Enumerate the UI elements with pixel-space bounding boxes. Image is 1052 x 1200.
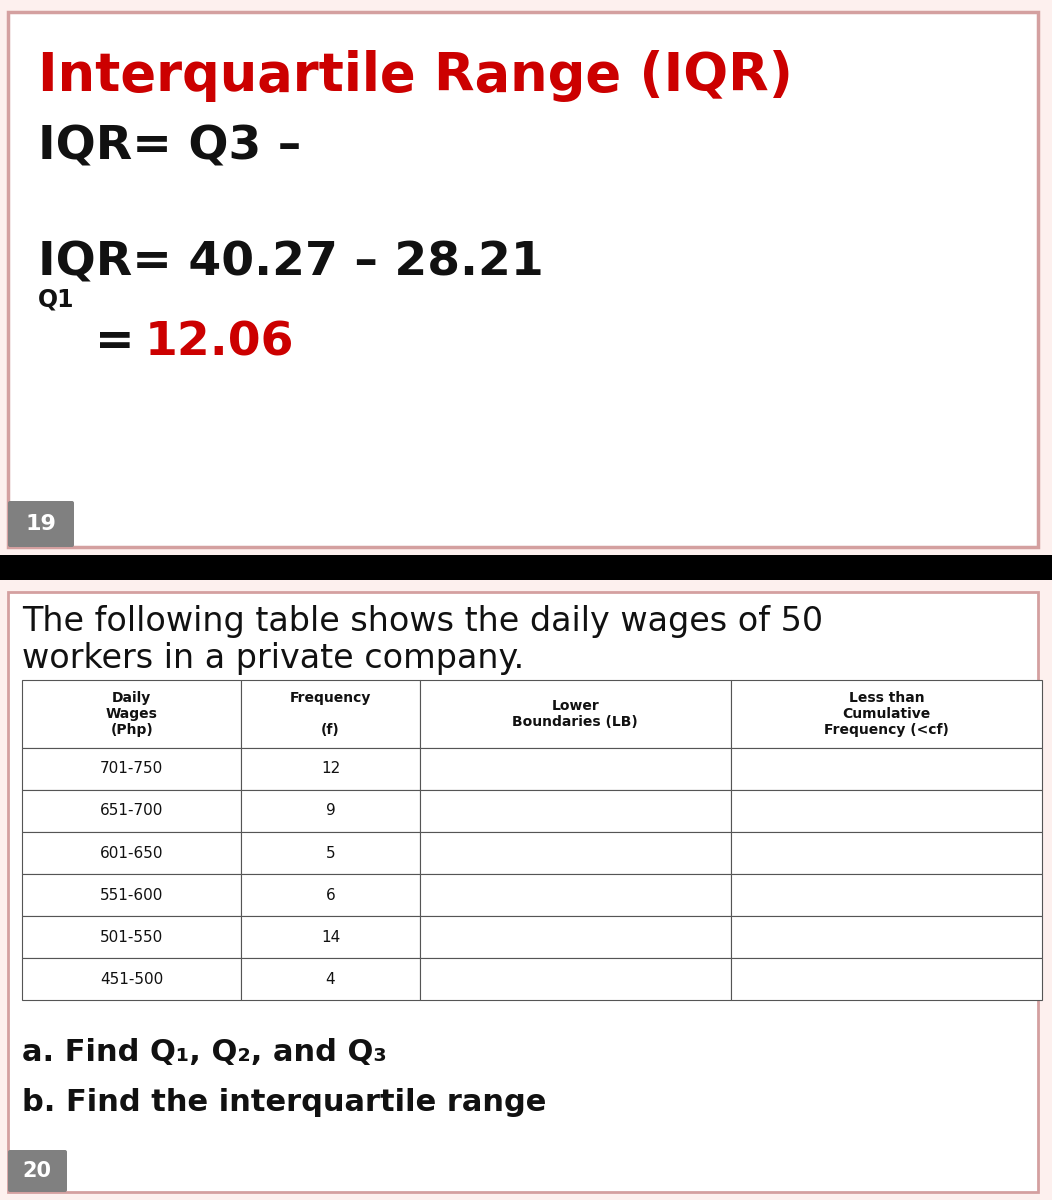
Bar bbox=[22, 874, 241, 916]
Bar bbox=[241, 916, 420, 958]
Text: 12.06: 12.06 bbox=[145, 320, 295, 365]
Bar bbox=[22, 832, 241, 874]
Bar bbox=[420, 680, 731, 748]
Bar bbox=[420, 874, 731, 916]
Bar bbox=[22, 790, 241, 832]
Text: 651-700: 651-700 bbox=[100, 804, 163, 818]
Text: 451-500: 451-500 bbox=[100, 972, 163, 986]
Bar bbox=[420, 748, 731, 790]
Text: a. Find Q₁, Q₂, and Q₃: a. Find Q₁, Q₂, and Q₃ bbox=[22, 1038, 387, 1067]
Text: IQR= Q3 –: IQR= Q3 – bbox=[38, 125, 301, 170]
Text: IQR= 40.27 – 28.21: IQR= 40.27 – 28.21 bbox=[38, 240, 544, 284]
Bar bbox=[731, 832, 1041, 874]
Text: 551-600: 551-600 bbox=[100, 888, 163, 902]
Text: b. Find the interquartile range: b. Find the interquartile range bbox=[22, 1088, 546, 1117]
Bar bbox=[241, 832, 420, 874]
Bar bbox=[731, 790, 1041, 832]
Text: 4: 4 bbox=[326, 972, 336, 986]
Text: Lower
Boundaries (LB): Lower Boundaries (LB) bbox=[512, 698, 639, 730]
Text: =: = bbox=[95, 320, 135, 365]
Bar bbox=[420, 790, 731, 832]
Text: 9: 9 bbox=[326, 804, 336, 818]
Bar bbox=[420, 832, 731, 874]
Bar bbox=[420, 916, 731, 958]
FancyBboxPatch shape bbox=[8, 1150, 67, 1192]
Bar bbox=[22, 916, 241, 958]
Text: Less than
Cumulative
Frequency (<cf): Less than Cumulative Frequency (<cf) bbox=[824, 691, 949, 737]
Text: 701-750: 701-750 bbox=[100, 762, 163, 776]
Bar bbox=[241, 958, 420, 1000]
Text: 601-650: 601-650 bbox=[100, 846, 163, 860]
Bar bbox=[731, 958, 1041, 1000]
Text: Frequency

(f): Frequency (f) bbox=[290, 691, 371, 737]
Bar bbox=[241, 790, 420, 832]
Bar bbox=[241, 680, 420, 748]
Bar bbox=[22, 748, 241, 790]
Bar bbox=[731, 680, 1041, 748]
Bar bbox=[731, 748, 1041, 790]
Text: 6: 6 bbox=[326, 888, 336, 902]
Text: 12: 12 bbox=[321, 762, 340, 776]
Bar bbox=[241, 748, 420, 790]
Text: The following table shows the daily wages of 50: The following table shows the daily wage… bbox=[22, 605, 823, 638]
Text: Daily
Wages
(Php): Daily Wages (Php) bbox=[105, 691, 158, 737]
Bar bbox=[22, 680, 241, 748]
Text: workers in a private company.: workers in a private company. bbox=[22, 642, 524, 674]
Bar bbox=[731, 916, 1041, 958]
Text: 5: 5 bbox=[326, 846, 336, 860]
Text: 501-550: 501-550 bbox=[100, 930, 163, 944]
Bar bbox=[731, 874, 1041, 916]
FancyBboxPatch shape bbox=[8, 500, 74, 547]
Bar bbox=[22, 958, 241, 1000]
Text: Q1: Q1 bbox=[38, 287, 75, 311]
Bar bbox=[241, 874, 420, 916]
Text: Interquartile Range (IQR): Interquartile Range (IQR) bbox=[38, 50, 793, 102]
Bar bbox=[420, 958, 731, 1000]
Text: 19: 19 bbox=[25, 514, 57, 534]
Text: 14: 14 bbox=[321, 930, 340, 944]
Text: 20: 20 bbox=[22, 1162, 52, 1181]
